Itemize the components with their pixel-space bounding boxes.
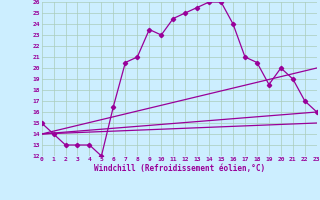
X-axis label: Windchill (Refroidissement éolien,°C): Windchill (Refroidissement éolien,°C) [94,164,265,173]
